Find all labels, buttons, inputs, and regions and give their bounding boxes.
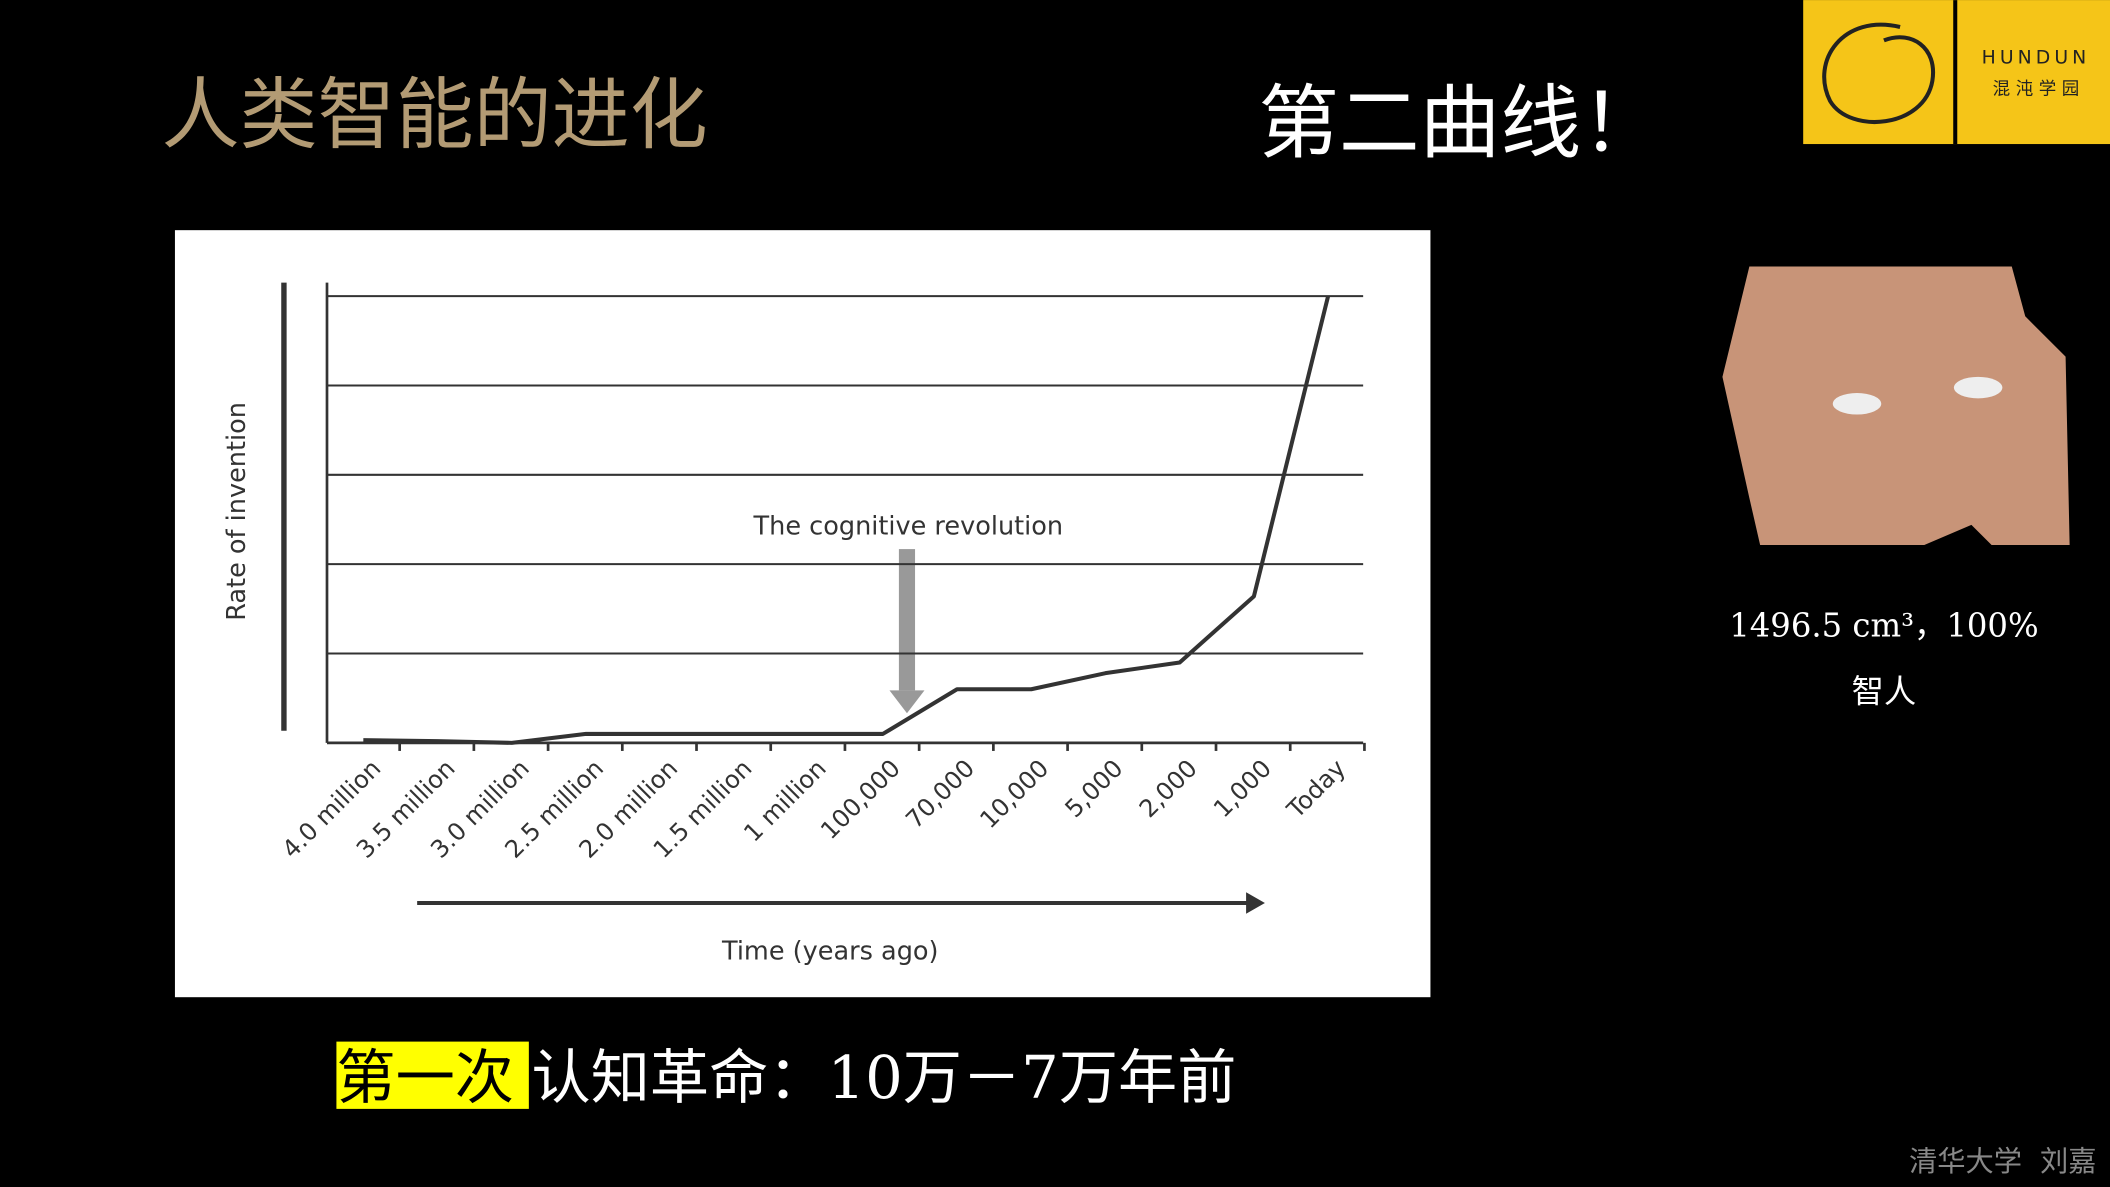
annotation: The cognitive revolution: [753, 511, 1064, 541]
data-line: [363, 295, 1331, 745]
portrait-eye: [1832, 392, 1882, 415]
x-axis-label: Time (years ago): [721, 937, 938, 967]
chart: Rate of invention Time (years ago) The c…: [222, 282, 1366, 967]
caption-volume: 1496.5 cm³，100%: [1729, 607, 2038, 645]
footer-highlight: 第一次: [336, 1043, 514, 1112]
slide-title: 人类智能的进化: [161, 70, 707, 160]
logo-name: HUNDUN: [1982, 47, 2091, 68]
portrait-eye: [1953, 376, 2003, 399]
chart-panel: [174, 230, 1431, 998]
logo-mark: [1822, 22, 1936, 124]
portrait: [1722, 266, 2070, 546]
highlight: [336, 1041, 529, 1109]
caption-species: 智人: [1852, 672, 1917, 710]
annotation-arrow-head: [889, 690, 925, 714]
logo-chinese: 混 沌 学 园: [1993, 79, 2080, 99]
credit: 清华大学 刘嘉: [1909, 1145, 2096, 1178]
footer-text: 认知革命：10万－7万年前: [532, 1043, 1237, 1112]
y-axis-label: Rate of invention: [222, 402, 252, 621]
time-arrow-head: [1246, 892, 1265, 914]
annotation-arrow: [898, 549, 916, 691]
slide-subtitle: 第二曲线！: [1258, 77, 1662, 171]
